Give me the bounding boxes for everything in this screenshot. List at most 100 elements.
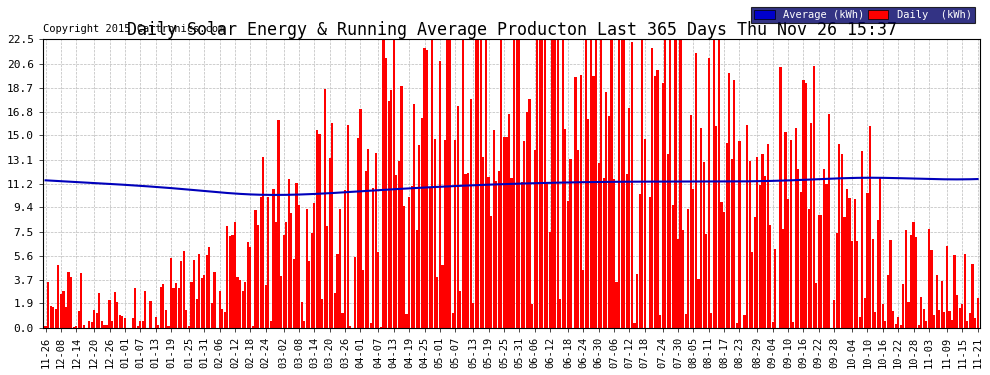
Bar — [493, 130, 495, 328]
Bar — [485, 39, 487, 328]
Bar — [618, 39, 620, 328]
Bar — [826, 184, 828, 328]
Bar — [411, 186, 413, 328]
Bar — [659, 315, 661, 328]
Bar — [913, 222, 915, 328]
Bar — [639, 194, 641, 328]
Bar — [154, 317, 156, 328]
Bar — [472, 303, 474, 328]
Bar — [931, 250, 933, 328]
Bar — [771, 322, 774, 328]
Bar — [149, 301, 151, 328]
Bar — [739, 141, 741, 328]
Bar — [908, 302, 910, 328]
Bar — [359, 109, 361, 328]
Bar — [544, 39, 545, 328]
Bar — [375, 153, 377, 328]
Bar — [52, 307, 54, 328]
Bar — [546, 184, 548, 328]
Bar — [406, 314, 408, 328]
Bar — [469, 99, 471, 328]
Bar — [920, 297, 923, 328]
Bar — [915, 237, 917, 328]
Bar — [195, 300, 198, 328]
Bar — [219, 291, 221, 328]
Bar — [185, 310, 187, 328]
Bar — [106, 325, 108, 328]
Bar — [974, 318, 976, 328]
Bar — [945, 246, 948, 328]
Bar — [354, 256, 356, 328]
Bar — [119, 315, 121, 328]
Bar — [111, 321, 113, 328]
Bar — [876, 220, 879, 328]
Bar — [437, 278, 439, 328]
Bar — [332, 123, 334, 328]
Bar — [613, 178, 615, 328]
Bar — [229, 236, 231, 328]
Bar — [498, 171, 500, 328]
Bar — [93, 310, 95, 328]
Bar — [864, 298, 866, 328]
Bar — [736, 323, 738, 328]
Bar — [385, 58, 387, 328]
Bar — [180, 261, 182, 328]
Bar — [705, 234, 707, 328]
Bar — [88, 321, 90, 328]
Bar — [529, 99, 531, 328]
Bar — [461, 39, 464, 328]
Bar — [356, 138, 359, 328]
Bar — [393, 39, 395, 328]
Bar — [769, 225, 771, 328]
Bar — [841, 154, 842, 328]
Bar — [367, 149, 369, 328]
Bar — [774, 249, 776, 328]
Bar — [467, 173, 469, 328]
Bar — [866, 193, 868, 328]
Bar — [254, 210, 256, 328]
Bar — [564, 129, 566, 328]
Bar — [723, 211, 726, 328]
Bar — [221, 309, 224, 328]
Bar — [316, 130, 318, 328]
Bar — [90, 322, 93, 328]
Bar — [214, 272, 216, 328]
Bar — [311, 233, 313, 328]
Bar — [574, 77, 576, 328]
Bar — [380, 327, 382, 328]
Bar — [669, 39, 671, 328]
Bar — [963, 254, 966, 328]
Bar — [157, 325, 159, 328]
Bar — [503, 136, 505, 328]
Bar — [72, 327, 75, 328]
Bar — [234, 222, 236, 328]
Bar — [109, 300, 111, 328]
Bar — [526, 112, 528, 328]
Bar — [464, 174, 466, 328]
Bar — [834, 300, 836, 328]
Bar — [928, 230, 930, 328]
Bar — [518, 39, 521, 328]
Bar — [444, 140, 446, 328]
Bar — [508, 114, 510, 328]
Bar — [242, 291, 244, 328]
Bar — [587, 119, 589, 328]
Bar — [716, 126, 718, 328]
Bar — [62, 291, 64, 328]
Bar — [598, 163, 600, 328]
Bar — [264, 285, 267, 328]
Bar — [718, 39, 720, 328]
Bar — [70, 278, 72, 328]
Bar — [856, 242, 858, 328]
Bar — [858, 317, 861, 328]
Bar — [787, 198, 789, 328]
Bar — [887, 275, 889, 328]
Bar — [50, 306, 51, 328]
Bar — [554, 39, 556, 328]
Bar — [623, 39, 626, 328]
Bar — [429, 187, 431, 328]
Bar — [616, 282, 618, 328]
Bar — [746, 125, 748, 328]
Bar — [431, 39, 434, 328]
Bar — [162, 285, 164, 328]
